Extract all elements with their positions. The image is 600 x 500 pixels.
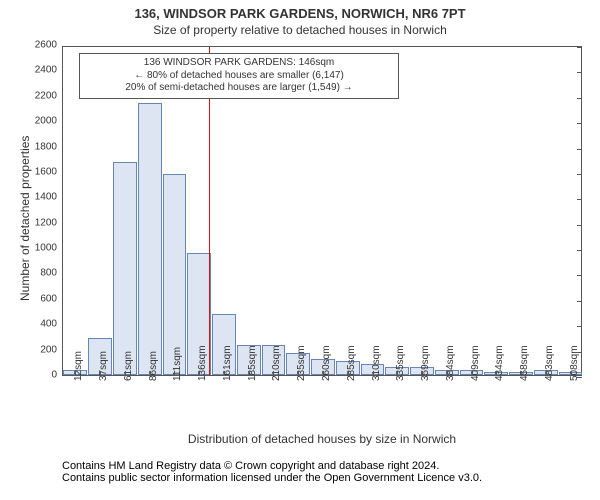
info-line-2: ← 80% of detached houses are smaller (6,…	[84, 70, 394, 83]
y-tick: 2200	[35, 90, 63, 101]
chart-subtitle: Size of property relative to detached ho…	[0, 21, 600, 37]
footer-line-2: Contains public sector information licen…	[62, 472, 482, 484]
info-box: 136 WINDSOR PARK GARDENS: 146sqm ← 80% o…	[79, 53, 399, 99]
info-line-3: 20% of semi-detached houses are larger (…	[84, 82, 394, 95]
y-tick: 400	[40, 319, 63, 330]
histogram-bar	[163, 174, 187, 375]
info-line-1: 136 WINDSOR PARK GARDENS: 146sqm	[84, 57, 394, 70]
y-tick: 600	[40, 293, 63, 304]
x-tick: 37sqm	[98, 351, 109, 381]
x-axis-label: Distribution of detached houses by size …	[62, 432, 582, 446]
y-tick: 1000	[35, 243, 63, 254]
histogram-bar	[138, 103, 162, 375]
histogram-bar	[113, 162, 137, 375]
y-tick: 800	[40, 268, 63, 279]
chart-footer: Contains HM Land Registry data © Crown c…	[62, 460, 482, 484]
x-tick: 86sqm	[148, 351, 159, 381]
x-tick: 12sqm	[73, 351, 84, 381]
y-tick: 0	[51, 370, 63, 381]
x-tick: 61sqm	[123, 351, 134, 381]
y-tick: 1200	[35, 217, 63, 228]
chart-plot-area: 0200400600800100012001400160018002000220…	[62, 46, 582, 376]
y-tick: 2600	[35, 40, 63, 51]
y-tick: 1400	[35, 192, 63, 203]
y-tick: 1800	[35, 141, 63, 152]
y-tick: 2000	[35, 116, 63, 127]
property-size-chart: 136, WINDSOR PARK GARDENS, NORWICH, NR6 …	[0, 0, 600, 500]
y-tick: 200	[40, 344, 63, 355]
footer-line-1: Contains HM Land Registry data © Crown c…	[62, 460, 439, 472]
y-axis-label: Number of detached properties	[18, 136, 32, 301]
y-tick: 1600	[35, 166, 63, 177]
chart-title: 136, WINDSOR PARK GARDENS, NORWICH, NR6 …	[0, 0, 600, 21]
y-tick: 2400	[35, 65, 63, 76]
